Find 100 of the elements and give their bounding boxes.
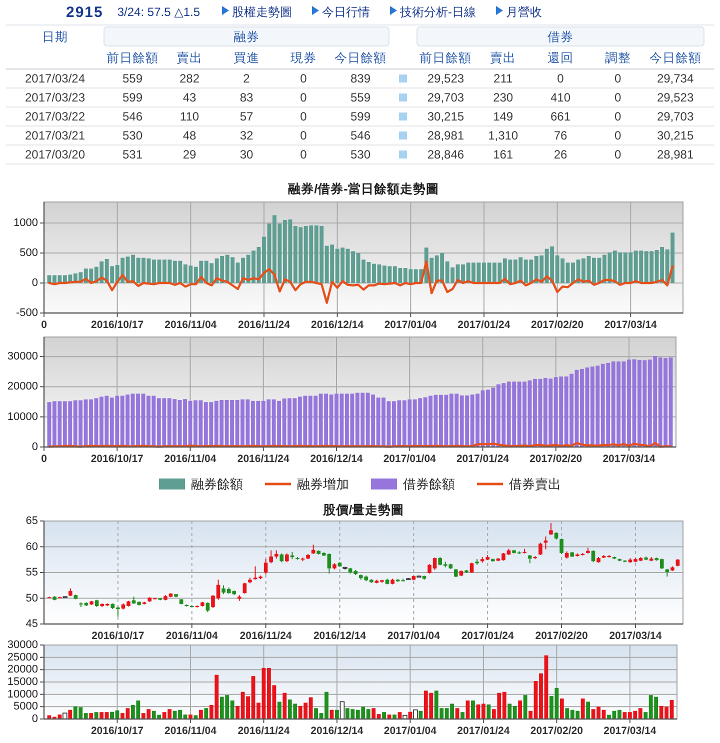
line-series (48, 260, 674, 304)
legend-label: 融券餘額 (191, 476, 243, 492)
x-tick-label: 2017/02/20 (531, 319, 584, 331)
y-tick-label: 60 (26, 540, 38, 553)
text: 76 (554, 128, 568, 142)
text: 0 (614, 90, 622, 104)
bar (277, 702, 282, 719)
text: 0 (614, 128, 622, 142)
candlestick (470, 562, 474, 574)
y-tick-label: 25000 (7, 651, 38, 664)
text: 530 (122, 128, 143, 142)
x-tick-label: 2016/12/14 (310, 725, 364, 737)
bar (560, 698, 564, 719)
x-tick-label: 2017/01/04 (384, 319, 438, 331)
bar (89, 713, 94, 719)
text: 30,215 (656, 128, 694, 142)
x-tick-label: 2017/03/14 (609, 630, 662, 642)
y-tick-label: 65 (26, 515, 38, 527)
x-tick-label: 2016/11/04 (164, 453, 216, 465)
y-tick-label: 15000 (7, 676, 38, 688)
text: 29,523 (427, 72, 464, 86)
text: 30,215 (427, 110, 464, 124)
category-label: 還回 (548, 51, 574, 65)
y-tick-label: 500 (20, 247, 38, 259)
text: 110 (180, 110, 200, 124)
y-tick-label: 10000 (7, 410, 38, 423)
text: 今日行情 (322, 5, 370, 19)
x-tick-label: 0 (41, 319, 48, 331)
text: 29,703 (427, 90, 464, 104)
category-label: 2017/03/20 (24, 148, 86, 162)
bar (198, 710, 203, 719)
candlestick (560, 538, 564, 554)
y-tick-label: -500 (16, 307, 38, 319)
chart-title: 融券/借券-當日餘額走勢圖 (288, 181, 439, 196)
x-tick-label: 2017/02/20 (535, 630, 588, 642)
category-label: 2017/03/22 (24, 110, 86, 124)
text: 29,703 (656, 110, 694, 124)
text: 日期 (42, 30, 68, 44)
category-label: 前日餘額 (420, 51, 472, 65)
text: 661 (550, 110, 571, 124)
legend-label: 融券增加 (297, 476, 349, 492)
bar (518, 700, 522, 719)
text: 月營收 (506, 5, 542, 19)
text: 57 (240, 110, 254, 124)
x-tick-label: 2016/11/24 (240, 630, 292, 642)
x-tick-label: 2016/10/17 (90, 725, 144, 737)
y-tick-label: 45 (26, 618, 38, 630)
legend-label: 借券賣出 (509, 476, 561, 492)
bar (282, 692, 287, 719)
category-label: 2017/03/23 (24, 90, 86, 104)
text: 599 (350, 110, 371, 124)
text: 531 (122, 148, 143, 162)
text: 28,846 (427, 148, 464, 162)
x-tick-label: 2016/10/17 (91, 319, 144, 331)
text: 1,310 (488, 128, 518, 142)
text: 530 (350, 148, 371, 162)
bar (523, 695, 528, 719)
text: 0 (614, 72, 622, 86)
text: 230 (493, 90, 514, 104)
text: 546 (122, 110, 143, 124)
x-tick-label: 2016/11/04 (164, 319, 217, 331)
y-tick-label: 30000 (7, 350, 38, 363)
candlestick (544, 536, 548, 550)
bar (392, 714, 396, 719)
x-tick-label: 2016/11/24 (238, 725, 290, 737)
x-tick-label: 2016/12/14 (313, 630, 366, 642)
bar (68, 710, 72, 719)
text: 股權走勢圖 (232, 5, 292, 19)
x-tick-label: 2017/01/24 (457, 725, 510, 737)
category-label: 現券 (290, 51, 316, 65)
x-tick-label: 0 (41, 453, 48, 465)
x-tick-label: 2017/03/14 (604, 725, 656, 737)
y-tick-label: 5000 (14, 700, 38, 713)
candlestick (538, 542, 542, 556)
x-tick-label: 2017/03/14 (604, 319, 658, 331)
y-tick-label: 20000 (7, 664, 38, 676)
category-label: 買進 (234, 51, 260, 65)
text: 28,981 (656, 148, 694, 162)
y-tick-label: 30000 (7, 639, 38, 651)
x-tick-label: 2016/11/04 (164, 725, 217, 737)
text: 30 (240, 148, 254, 162)
x-tick-label: 2016/10/17 (90, 453, 144, 465)
text: 28,981 (427, 128, 464, 142)
category-label: 賣出 (176, 51, 202, 65)
bar (486, 704, 491, 719)
bar (204, 708, 208, 719)
category-label: 前日餘額 (106, 51, 158, 65)
y-tick-label: 0 (32, 713, 38, 725)
x-tick-label: 2017/02/20 (530, 453, 582, 465)
bar (382, 712, 386, 719)
candlestick (206, 602, 210, 613)
y-tick-label: 55 (26, 566, 38, 578)
bar (62, 712, 68, 720)
y-tick-label: 0 (32, 277, 38, 289)
text: 282 (179, 72, 200, 86)
x-tick-label: 2016/11/24 (238, 319, 290, 331)
x-tick-label: 2016/11/24 (237, 453, 290, 465)
x-tick-label: 2016/12/14 (311, 319, 364, 331)
text: 0 (614, 110, 622, 124)
candlestick (269, 550, 273, 564)
